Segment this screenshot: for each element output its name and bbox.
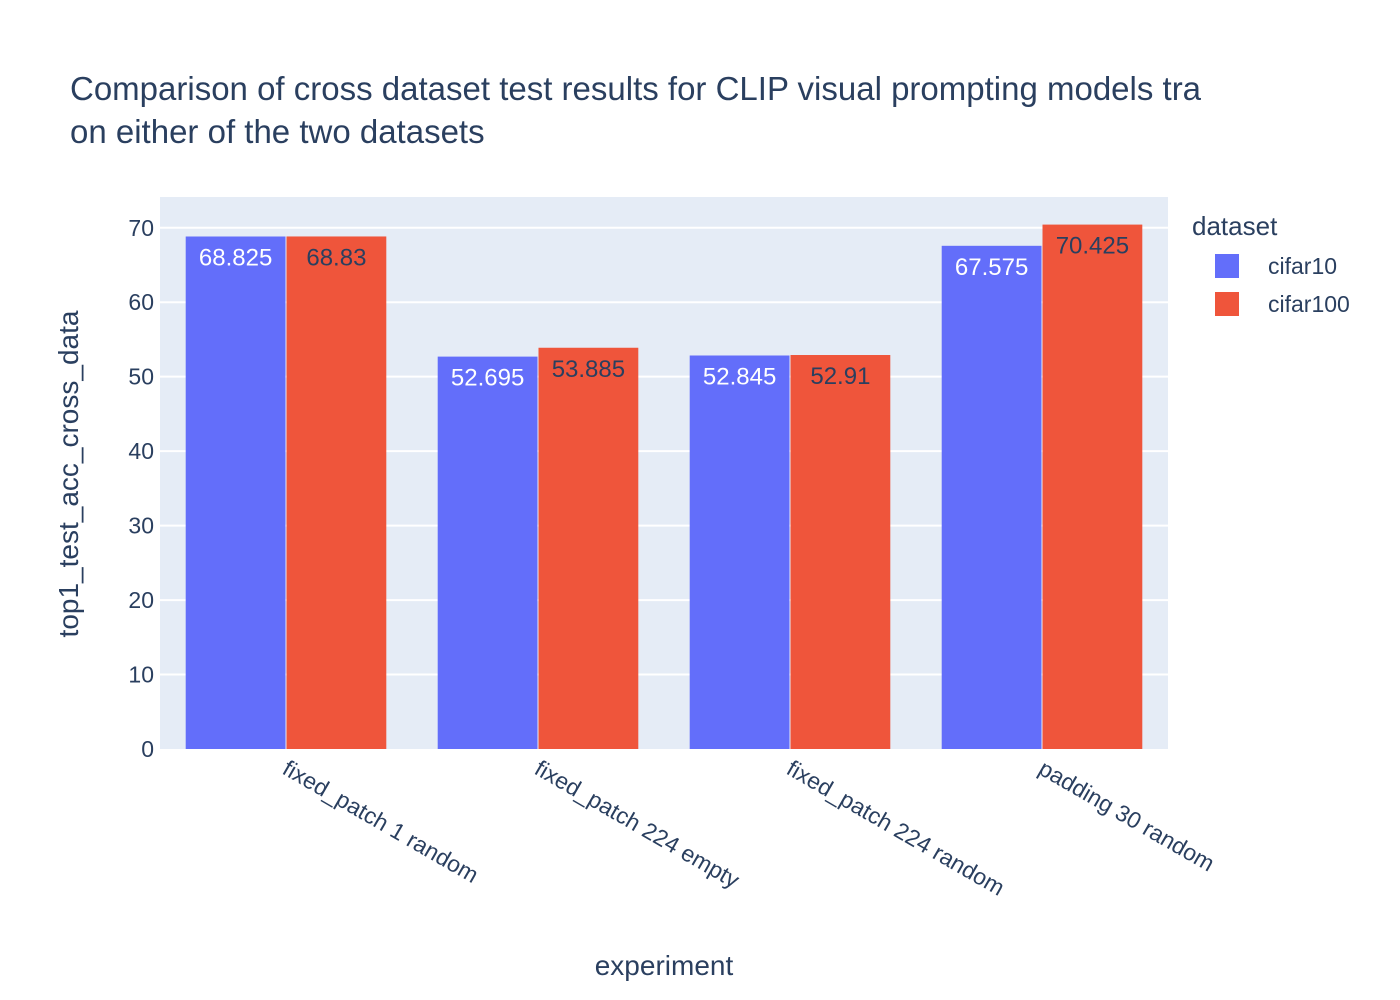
- y-tick-label: 30: [128, 513, 154, 539]
- x-tick-label: padding 30 random: [1035, 755, 1220, 877]
- bar-data-label: 52.845: [703, 363, 776, 390]
- bar-data-label: 67.575: [955, 254, 1028, 281]
- bar-cifar10-2: [437, 356, 538, 749]
- legend: dataset cifar10 cifar100: [1192, 211, 1350, 317]
- bar-data-label: 68.83: [306, 244, 366, 271]
- y-tick-label: 20: [128, 587, 154, 613]
- x-axis-ticks: fixed_patch 1 random fixed_patch 224 empt…: [279, 755, 1220, 901]
- y-tick-label: 40: [128, 438, 154, 464]
- legend-label-cifar100: cifar100: [1268, 291, 1350, 317]
- x-tick-label: fixed_patch 1 random: [279, 755, 484, 888]
- x-axis-title: experiment: [595, 950, 734, 981]
- y-tick-label: 10: [128, 662, 154, 688]
- bar-cifar10-1: [185, 236, 286, 749]
- chart-title-line-1: Comparison of cross dataset test results…: [70, 70, 1202, 107]
- chart-title-line-2: on either of the two datasets: [70, 113, 485, 150]
- y-tick-label: 60: [128, 289, 154, 315]
- bar-data-label: 52.91: [810, 363, 870, 390]
- bar-cifar100-2: [538, 347, 639, 749]
- legend-title: dataset: [1192, 211, 1278, 241]
- bar-cifar100-1: [286, 236, 387, 749]
- chart-title: Comparison of cross dataset test results…: [70, 70, 1202, 150]
- y-tick-label: 70: [128, 215, 154, 241]
- bar-data-label: 53.885: [552, 356, 625, 383]
- bar-data-label: 68.825: [199, 245, 272, 272]
- bar-data-label: 70.425: [1056, 233, 1129, 260]
- bar-cifar10-4: [941, 245, 1042, 749]
- bar-cifar100-3: [790, 355, 891, 749]
- y-axis-ticks: 0 10 20 30 40 50 60 70: [128, 215, 154, 762]
- bar-cifar100-4: [1042, 224, 1143, 749]
- y-tick-label: 0: [141, 736, 154, 762]
- bars: [185, 224, 1143, 749]
- bar-data-label: 52.695: [451, 365, 524, 392]
- legend-swatch-cifar10: [1215, 254, 1239, 278]
- legend-swatch-cifar100: [1215, 292, 1239, 316]
- legend-label-cifar10: cifar10: [1268, 253, 1337, 279]
- bar-data-labels: 68.825 52.695 52.845 67.575 68.83 53.885 52.91…: [199, 233, 1129, 392]
- y-axis-title: top1_test_acc_cross_data: [53, 310, 84, 637]
- y-tick-label: 50: [128, 364, 154, 390]
- x-tick-label: fixed_patch 224 empty: [531, 755, 745, 893]
- bar-cifar10-3: [689, 355, 790, 749]
- x-tick-label: fixed_patch 224 random: [783, 755, 1010, 901]
